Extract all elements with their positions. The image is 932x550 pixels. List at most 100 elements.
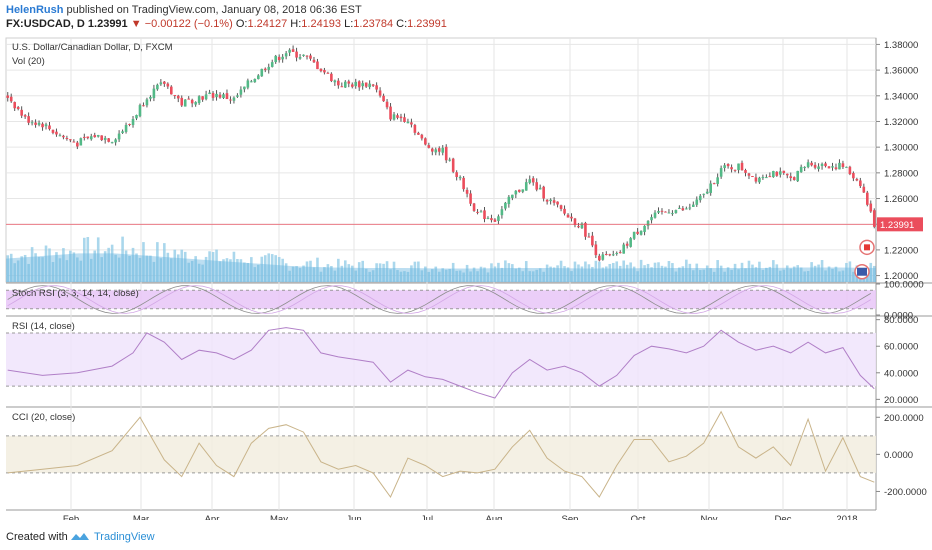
candle-body <box>396 115 399 118</box>
volume-bar <box>375 263 378 282</box>
candle-body <box>524 182 528 191</box>
volume-bar <box>295 266 298 282</box>
price-pane-frame <box>5 37 877 283</box>
volume-bar <box>190 260 194 282</box>
candle-body <box>556 201 559 205</box>
volume-bar <box>51 262 55 282</box>
candle-body <box>270 62 274 67</box>
candle-body <box>253 79 257 83</box>
volume-bar <box>156 242 159 282</box>
candle-body <box>813 164 817 168</box>
volume-bar <box>479 266 483 282</box>
volume-bar <box>16 260 20 282</box>
volume-bar <box>667 261 671 282</box>
volume-bar <box>723 271 726 282</box>
candle-body <box>96 134 100 137</box>
volume-bar <box>584 261 587 282</box>
candle-body <box>820 163 824 167</box>
candle-body <box>27 116 30 123</box>
volume-bar <box>549 266 552 282</box>
volume-bar <box>455 270 458 282</box>
chart[interactable]: 1.38000 1.36000 1.34000 1.32000 1.30000 1.280… <box>0 34 932 520</box>
indicator-tick-label: 0.0000 <box>884 311 913 322</box>
volume-bar <box>330 266 333 282</box>
volume-bar <box>305 261 309 282</box>
candle-body <box>382 95 385 102</box>
us-flag-field <box>857 267 867 276</box>
candle-body <box>758 177 761 183</box>
candle-body <box>674 210 678 214</box>
candle-body <box>316 61 319 70</box>
candle-body <box>448 159 451 161</box>
candle-body <box>236 95 239 97</box>
volume-bar <box>719 265 723 282</box>
volume-bar <box>820 260 824 282</box>
high-label: H: <box>290 18 302 30</box>
candle-body <box>368 83 371 88</box>
volume-bar <box>58 258 62 282</box>
time-tick-label: Apr <box>205 514 220 520</box>
candle-body <box>30 122 34 124</box>
volume-bar <box>302 265 305 282</box>
candle-body <box>500 209 504 216</box>
volume-bar <box>869 262 873 282</box>
tradingview-brand-link[interactable]: TradingView <box>94 531 155 543</box>
volume-bar <box>298 268 302 282</box>
volume-bar <box>385 261 389 282</box>
volume-bar <box>135 253 138 282</box>
volume-bar <box>434 266 438 282</box>
candle-body <box>211 93 215 98</box>
volume-bar <box>490 263 493 282</box>
price-tick-label: 1.20000 <box>884 271 918 282</box>
author-link[interactable]: HelenRush <box>6 4 64 16</box>
indicator-tick-label: 40.0000 <box>884 368 918 379</box>
candle-body <box>357 81 361 88</box>
candle-body <box>229 99 232 101</box>
volume-bar <box>803 271 806 282</box>
volume-bar <box>222 259 225 282</box>
volume-bar <box>344 260 347 282</box>
volume-bar <box>681 266 685 282</box>
volume-bar <box>250 257 253 282</box>
volume-bar <box>761 269 765 282</box>
created-with-text: Created with <box>6 531 68 543</box>
volume-bar <box>340 265 344 282</box>
candle-body <box>872 210 876 227</box>
candle-body <box>469 193 472 204</box>
volume-bar <box>712 271 716 282</box>
volume-bar <box>93 250 97 282</box>
volume-bar <box>149 255 152 282</box>
volume-bar <box>76 257 79 282</box>
candle-body <box>319 68 323 72</box>
candle-body <box>493 219 497 222</box>
volume-bar <box>772 260 775 282</box>
candle-body <box>277 56 281 61</box>
volume-bar <box>128 255 131 282</box>
candle-body <box>845 166 848 168</box>
candle-body <box>859 180 862 187</box>
candle-body <box>733 169 737 171</box>
candle-body <box>855 179 859 181</box>
volume-bar <box>44 245 48 282</box>
candle-body <box>632 231 636 239</box>
symbol: FX:USDCAD, D <box>6 18 85 30</box>
candle-body <box>841 163 845 168</box>
footer: Created with TradingView <box>0 520 932 550</box>
volume-bar <box>688 263 692 282</box>
volume-bar <box>96 237 100 282</box>
candle-body <box>69 139 72 141</box>
candle-body <box>838 162 841 170</box>
candle-body <box>705 191 709 194</box>
volume-bar <box>267 253 271 282</box>
candle-body <box>37 122 41 125</box>
candle-body <box>350 84 354 87</box>
candle-body <box>761 176 765 178</box>
candle-body <box>831 166 834 168</box>
candle-body <box>601 254 605 260</box>
candle-body <box>378 90 382 96</box>
candle-body <box>72 141 76 143</box>
volume-bar <box>403 271 406 282</box>
candle-body <box>173 94 177 96</box>
volume-bar <box>208 251 211 282</box>
candle-body <box>364 82 368 87</box>
